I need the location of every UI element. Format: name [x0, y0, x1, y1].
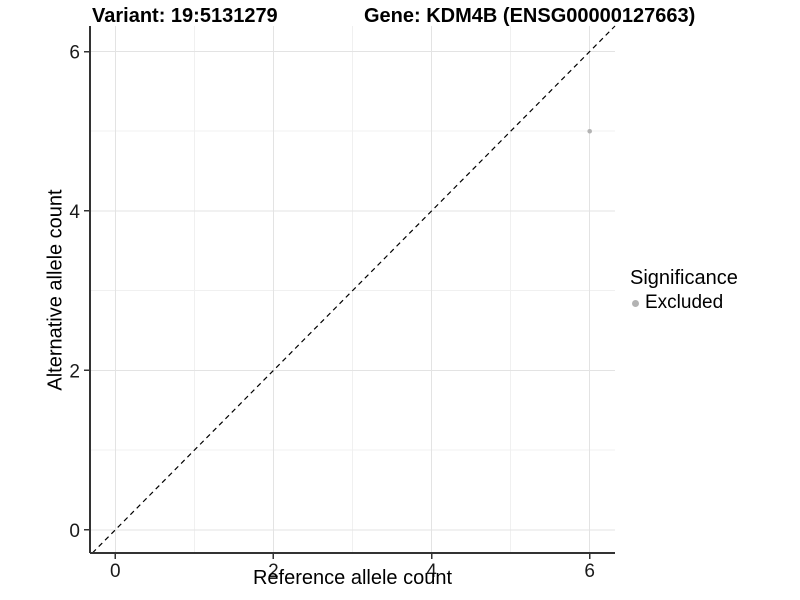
x-tick-label: 2	[268, 561, 279, 582]
y-axis-title: Alternative allele count	[44, 189, 67, 391]
variant-title: Variant: 19:5131279	[92, 5, 278, 27]
y-tick-label: 4	[69, 202, 80, 223]
x-axis-title: Reference allele count	[252, 567, 452, 589]
data-point	[587, 128, 592, 134]
y-tick-label: 6	[69, 43, 80, 64]
legend-point-icon	[632, 299, 639, 307]
legend: Significance Excluded	[630, 266, 738, 314]
legend-item-excluded: Excluded	[630, 292, 738, 314]
legend-title: Significance	[630, 267, 738, 289]
y-tick-label: 0	[69, 521, 80, 542]
x-tick-label: 0	[110, 561, 121, 582]
x-tick-label: 4	[426, 561, 437, 582]
y-tick-label: 2	[69, 361, 80, 382]
gene-title: Gene: KDM4B (ENSG00000127663)	[364, 5, 696, 27]
legend-item-label: Excluded	[645, 292, 724, 313]
identity-line	[91, 25, 616, 554]
x-tick-label: 6	[584, 561, 595, 582]
